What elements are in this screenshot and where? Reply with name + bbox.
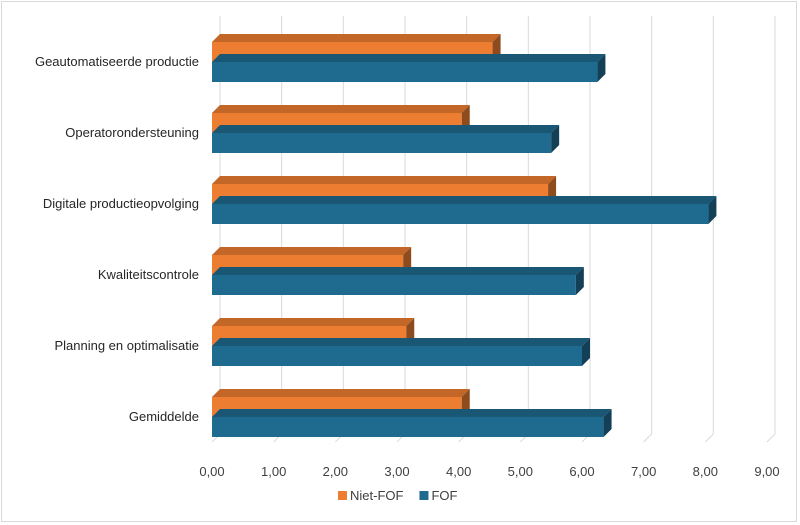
x-tick-label: 2,00 [323, 464, 348, 479]
category-label: Kwaliteitscontrole [98, 267, 199, 282]
gridline-floor [766, 433, 776, 443]
x-tick-label: 9,00 [754, 464, 779, 479]
bar-fof [212, 267, 584, 295]
x-tick-label: 8,00 [693, 464, 718, 479]
bar-fof [212, 338, 590, 366]
bar-fof [212, 125, 560, 153]
category-label: Operatorondersteuning [65, 125, 199, 140]
gridlines [211, 16, 776, 443]
category-label: Planning en optimalisatie [54, 338, 199, 353]
legend: Niet-FOF FOF [338, 488, 458, 503]
x-tick-label: 4,00 [446, 464, 471, 479]
legend-label-niet-fof: Niet-FOF [350, 488, 404, 503]
x-tick-label: 7,00 [631, 464, 656, 479]
category-label: Digitale productieopvolging [43, 196, 199, 211]
bars [212, 34, 717, 437]
x-tick-labels: 0,00 1,00 2,00 3,00 4,00 5,00 6,00 7,00 8,00 9,00 [199, 464, 779, 479]
bar-fof [212, 196, 717, 224]
x-tick-label: 6,00 [569, 464, 594, 479]
gridline-floor [704, 433, 714, 443]
legend-swatch-niet-fof [338, 491, 347, 500]
category-label: Gemiddelde [129, 409, 199, 424]
x-tick-label: 5,00 [508, 464, 533, 479]
x-tick-label: 3,00 [384, 464, 409, 479]
legend-label-fof: FOF [431, 488, 457, 503]
bar-fof [212, 54, 606, 82]
x-tick-label: 0,00 [199, 464, 224, 479]
bar-fof [212, 409, 612, 437]
category-label: Geautomatiseerde productie [35, 54, 199, 69]
category-labels: Geautomatiseerde productie Operatoronders… [35, 54, 199, 424]
x-tick-label: 1,00 [261, 464, 286, 479]
legend-swatch-fof [419, 491, 429, 500]
gridline-floor [643, 433, 653, 443]
